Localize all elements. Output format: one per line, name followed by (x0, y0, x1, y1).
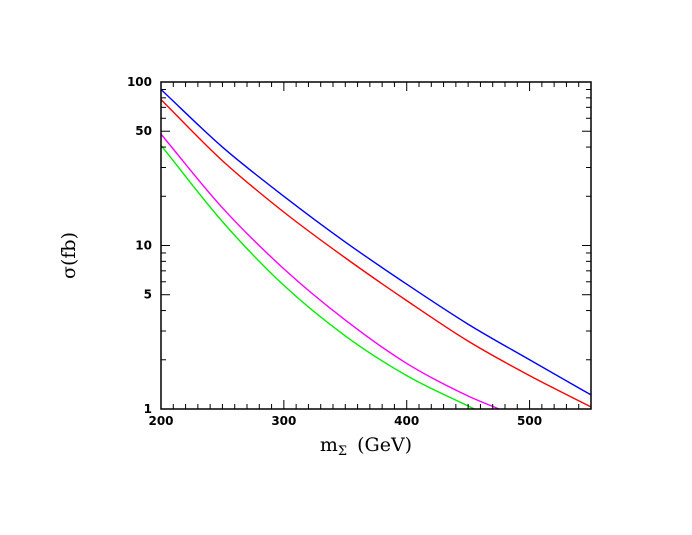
x-axis-title-main: m (320, 434, 338, 456)
plot-frame (160, 81, 592, 410)
series-line-2 (160, 99, 592, 408)
y-tick-label: 10 (135, 239, 152, 253)
y-tick-labels: 1 5 10 50 100 (127, 75, 152, 416)
axis-ticks (160, 81, 592, 410)
y-tick-label: 50 (135, 124, 152, 138)
series-line-1 (160, 88, 592, 396)
series-line-3 (160, 133, 500, 410)
x-tick-label: 400 (394, 414, 419, 428)
x-axis-title-unit: (GeV) (357, 434, 412, 456)
y-tick-label: 1 (144, 402, 152, 416)
x-axis-title-subscript: Σ (338, 444, 347, 459)
y-axis-title: σ(fb) (58, 232, 80, 279)
y-tick-label: 100 (127, 75, 152, 89)
x-tick-labels: 200 300 400 500 (148, 414, 542, 428)
x-tick-label: 500 (517, 414, 542, 428)
x-tick-label: 200 (148, 414, 173, 428)
y-tick-label: 5 (144, 288, 152, 302)
x-tick-label: 300 (271, 414, 296, 428)
x-axis-title: mΣ (GeV) (320, 434, 412, 459)
series-curves (160, 88, 592, 410)
series-line-4 (160, 144, 475, 410)
